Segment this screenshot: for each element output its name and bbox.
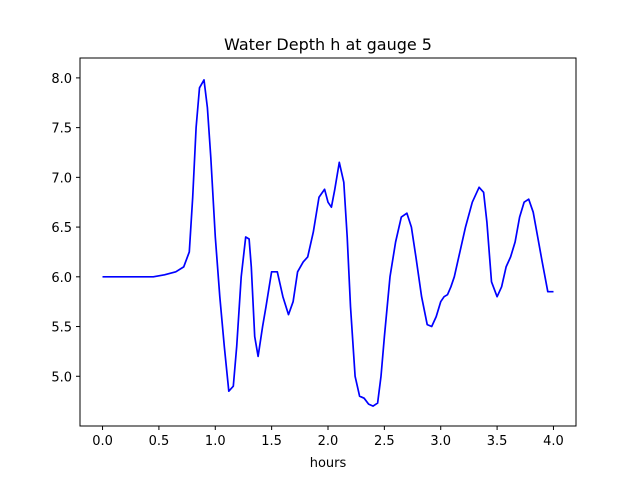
y-tick-label: 7.0 — [51, 171, 72, 186]
plot-frame — [79, 57, 577, 427]
y-tick-label: 7.5 — [51, 122, 72, 137]
y-tick-label: 8.0 — [51, 72, 72, 87]
x-tick-label: 3.5 — [487, 434, 508, 449]
x-tick-label: 0.0 — [92, 434, 113, 449]
chart-title: Water Depth h at gauge 5 — [224, 35, 432, 54]
x-tick-label: 0.5 — [149, 434, 170, 449]
plot-area: 0.0 0.5 1.0 1.5 2.0 2.5 3.0 3.5 4.0 5.0 5.5 6.0 6.5 7… — [51, 57, 577, 449]
y-tick-label: 5.5 — [51, 321, 72, 336]
series-line-0 — [102, 79, 554, 407]
y-tick-label: 6.5 — [51, 221, 72, 236]
x-tick-label: 4.0 — [543, 434, 564, 449]
x-tick-label: 1.5 — [261, 434, 282, 449]
x-axis-label: hours — [310, 456, 347, 471]
x-tick-label: 1.0 — [205, 434, 226, 449]
y-tick-label: 6.0 — [51, 271, 72, 286]
x-tick-label: 3.0 — [430, 434, 451, 449]
x-tick-label: 2.5 — [374, 434, 395, 449]
x-tick-label: 2.0 — [318, 434, 339, 449]
y-tick-label: 5.0 — [51, 370, 72, 385]
